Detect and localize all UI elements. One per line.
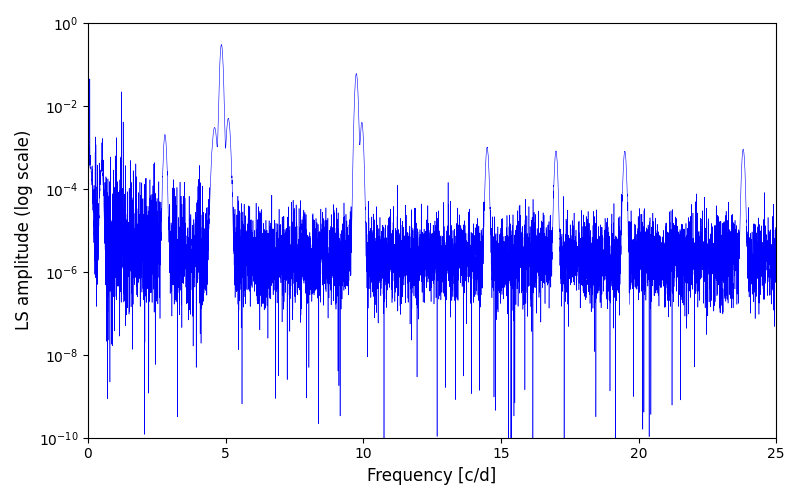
Y-axis label: LS amplitude (log scale): LS amplitude (log scale) bbox=[15, 130, 33, 330]
X-axis label: Frequency [c/d]: Frequency [c/d] bbox=[367, 467, 497, 485]
